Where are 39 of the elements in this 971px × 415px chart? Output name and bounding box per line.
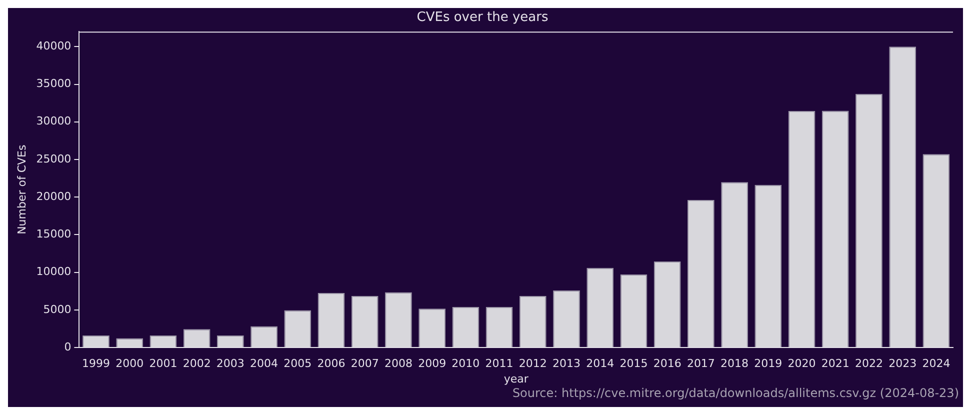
x-tick-label: 2019 <box>754 357 782 370</box>
x-tick-label: 1999 <box>82 357 110 370</box>
y-tick-label: 10000 <box>36 265 72 278</box>
y-tick-label: 35000 <box>36 77 72 90</box>
x-tick-label: 2010 <box>452 357 480 370</box>
x-tick-label: 2016 <box>653 357 682 370</box>
x-tick-label: 2023 <box>888 357 917 370</box>
y-tick-label: 20000 <box>36 190 72 203</box>
source-note: Source: https://cve.mitre.org/data/downloads/allitems.csv.gz (2024-08-23) <box>511 386 960 400</box>
x-tick-label: 2012 <box>518 357 547 370</box>
x-tick-label: 2005 <box>284 357 312 370</box>
x-tick-label: 2015 <box>620 357 648 370</box>
x-tick-label: 2008 <box>384 357 412 370</box>
x-tick-label: 2020 <box>788 357 816 370</box>
x-axis-title: year <box>504 372 529 386</box>
x-tick-label: 2009 <box>418 357 446 370</box>
x-tick-label: 2004 <box>250 357 278 370</box>
x-tick-label: 2021 <box>821 357 850 370</box>
x-tick-label: 2017 <box>686 357 715 370</box>
x-tick-label: 2013 <box>552 357 581 370</box>
x-tick-label: 2003 <box>216 357 244 370</box>
x-tick-label: 2022 <box>854 357 883 370</box>
y-tick-label: 30000 <box>36 114 72 128</box>
x-tick-label: 2014 <box>586 357 614 370</box>
y-axis-title: Number of CVEs <box>15 144 28 234</box>
y-tick-label: 5000 <box>43 302 72 316</box>
x-tick-label: 2001 <box>149 357 178 370</box>
x-tick-label: 2000 <box>116 357 144 370</box>
x-tick-label: 2018 <box>720 357 749 370</box>
x-tick-label: 2011 <box>485 357 514 370</box>
x-tick-label: 2002 <box>182 357 211 370</box>
x-tick-label: 2006 <box>317 357 346 370</box>
y-tick-label: 25000 <box>36 152 72 166</box>
chart-title: CVEs over the years <box>416 10 548 26</box>
y-tick-label: 0 <box>64 340 72 354</box>
x-tick-label: 2024 <box>922 357 950 370</box>
y-tick-label: 40000 <box>36 40 72 53</box>
y-tick-label: 15000 <box>36 228 72 241</box>
x-tick-label: 2007 <box>350 357 379 370</box>
